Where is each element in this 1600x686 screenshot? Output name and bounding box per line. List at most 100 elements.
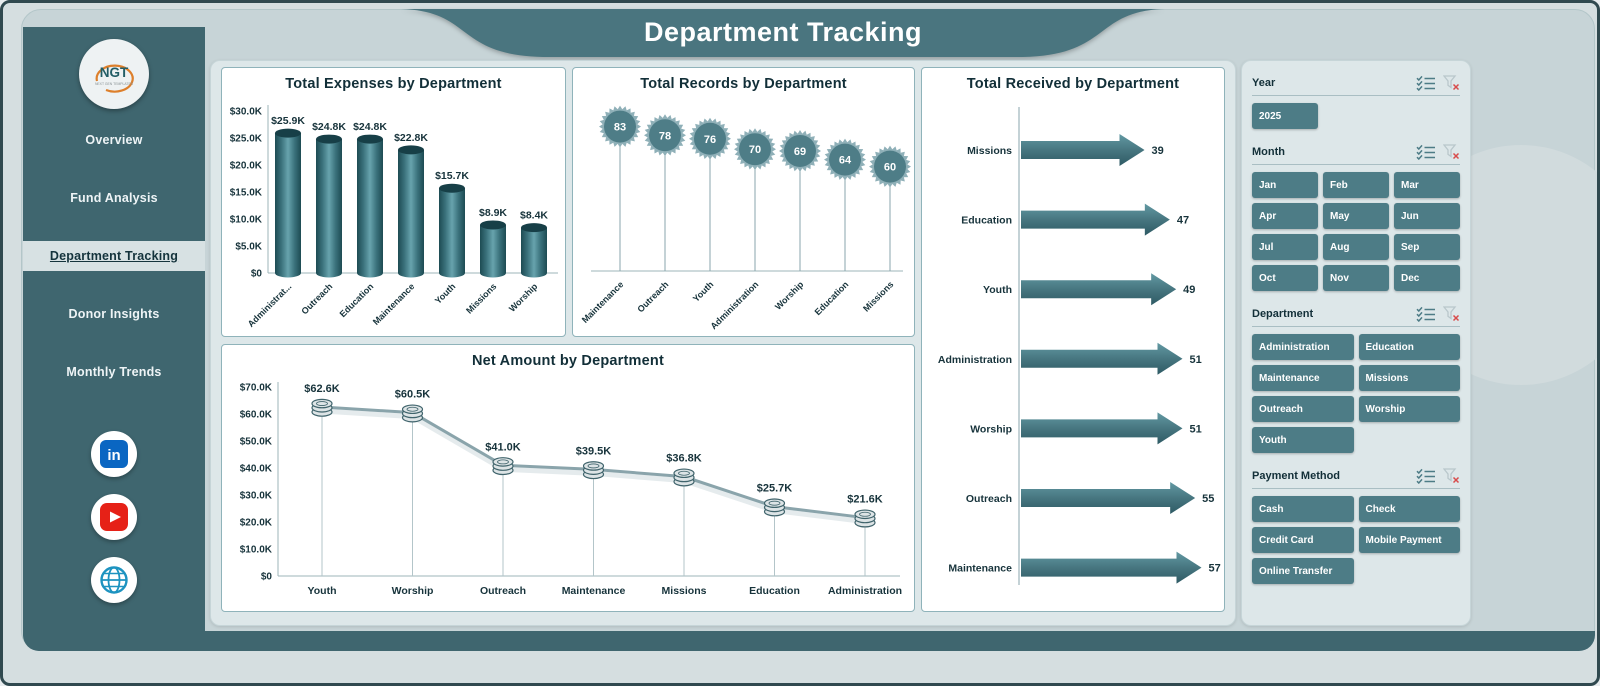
svg-text:Administration: Administration	[708, 279, 760, 331]
filter-month-option-jan[interactable]: Jan	[1252, 172, 1318, 198]
filter-payment-method-option-check[interactable]: Check	[1358, 496, 1460, 522]
filter-panel: Year 2025 Month Jan Feb Mar Apr May Jun Jul Aug Sep…	[1241, 60, 1471, 626]
card-net-amount: Net Amount by Department $70.0K $60.0K $50…	[221, 344, 915, 612]
filter-payment-method-option-credit-card[interactable]: Credit Card	[1252, 527, 1354, 553]
svg-text:Missions: Missions	[662, 585, 707, 597]
filter-department-option-administration[interactable]: Administration	[1252, 334, 1354, 360]
social-links: in	[91, 431, 137, 603]
logo-text: NGT	[100, 65, 129, 80]
website-link[interactable]	[91, 557, 137, 603]
clear-filter-icon[interactable]	[1443, 306, 1460, 322]
svg-text:47: 47	[1177, 215, 1189, 227]
svg-text:Maintenance: Maintenance	[562, 585, 626, 597]
sidebar-item-overview[interactable]: Overview	[85, 133, 143, 147]
svg-text:57: 57	[1209, 563, 1221, 575]
filter-month-option-jul[interactable]: Jul	[1252, 234, 1318, 260]
card-total-expenses: Total Expenses by Department $30.0K $25.0…	[221, 67, 566, 337]
select-all-icon[interactable]	[1416, 144, 1436, 160]
filter-month-option-sep[interactable]: Sep	[1394, 234, 1460, 260]
filter-month-option-nov[interactable]: Nov	[1323, 265, 1389, 291]
svg-text:Outreach: Outreach	[635, 279, 670, 314]
svg-text:$0: $0	[251, 269, 263, 280]
svg-text:$24.8K: $24.8K	[353, 121, 387, 133]
svg-text:$62.6K: $62.6K	[304, 383, 340, 395]
filter-month-option-mar[interactable]: Mar	[1394, 172, 1460, 198]
filter-payment-method-option-online-transfer[interactable]: Online Transfer	[1252, 558, 1354, 584]
svg-text:Youth: Youth	[691, 279, 716, 304]
filter-title-payment-method: Payment Method	[1252, 470, 1341, 482]
filter-month-option-feb[interactable]: Feb	[1323, 172, 1389, 198]
svg-text:51: 51	[1190, 423, 1202, 435]
filter-year-option-2025[interactable]: 2025	[1252, 103, 1318, 129]
linkedin-link[interactable]: in	[91, 431, 137, 477]
page-title: Department Tracking	[643, 17, 923, 47]
filter-department-option-youth[interactable]: Youth	[1252, 427, 1354, 453]
svg-text:$41.0K: $41.0K	[485, 441, 521, 453]
svg-text:83: 83	[614, 122, 626, 134]
filter-title-year: Year	[1252, 77, 1276, 89]
filter-department-option-maintenance[interactable]: Maintenance	[1252, 365, 1354, 391]
svg-text:$36.8K: $36.8K	[666, 453, 702, 465]
filter-department-option-worship[interactable]: Worship	[1358, 396, 1460, 422]
svg-text:Administration: Administration	[828, 585, 902, 597]
logo-subtext: NEXT GEN TEMPLATES	[95, 82, 134, 86]
filter-group-payment-method: Payment Method Cash Check Credit Card Mobile…	[1252, 466, 1460, 584]
clear-filter-icon[interactable]	[1443, 144, 1460, 160]
filter-department-option-education[interactable]: Education	[1358, 334, 1460, 360]
select-all-icon[interactable]	[1416, 306, 1436, 322]
svg-text:Worship: Worship	[507, 281, 540, 314]
sidebar: NGT NEXT GEN TEMPLATES Overview Fund Anal…	[23, 27, 205, 651]
svg-text:Maintenance: Maintenance	[580, 279, 626, 325]
filter-month-option-oct[interactable]: Oct	[1252, 265, 1318, 291]
svg-text:$40.0K: $40.0K	[240, 464, 273, 475]
filter-month-option-jun[interactable]: Jun	[1394, 203, 1460, 229]
filter-payment-method-option-mobile-payment[interactable]: Mobile Payment	[1358, 527, 1460, 553]
svg-text:$21.6K: $21.6K	[847, 494, 883, 506]
select-all-icon[interactable]	[1416, 468, 1436, 484]
filter-title-department: Department	[1252, 308, 1314, 320]
filter-month-option-apr[interactable]: Apr	[1252, 203, 1318, 229]
filter-department-option-outreach[interactable]: Outreach	[1252, 396, 1354, 422]
svg-text:in: in	[107, 447, 120, 464]
select-all-icon[interactable]	[1416, 75, 1436, 91]
svg-text:Worship: Worship	[392, 585, 434, 597]
svg-text:69: 69	[794, 146, 806, 158]
svg-text:49: 49	[1183, 284, 1195, 296]
svg-text:Education: Education	[961, 215, 1012, 227]
svg-text:$30.0K: $30.0K	[240, 491, 273, 502]
clear-filter-icon[interactable]	[1443, 75, 1460, 91]
logo: NGT NEXT GEN TEMPLATES	[79, 39, 149, 109]
clear-filter-icon[interactable]	[1443, 468, 1460, 484]
svg-text:Outreach: Outreach	[966, 493, 1012, 505]
svg-text:Missions: Missions	[967, 145, 1012, 157]
svg-text:Education: Education	[749, 585, 800, 597]
svg-text:$10.0K: $10.0K	[230, 215, 263, 226]
svg-text:Education: Education	[813, 279, 851, 317]
filter-month-option-aug[interactable]: Aug	[1323, 234, 1389, 260]
svg-text:$0: $0	[261, 572, 273, 583]
bottom-bar	[23, 631, 1595, 651]
svg-text:60: 60	[884, 162, 896, 174]
filter-month-option-dec[interactable]: Dec	[1394, 265, 1460, 291]
filter-group-month: Month Jan Feb Mar Apr May Jun Jul Aug Sep Oct Nov De…	[1252, 142, 1460, 291]
svg-text:$30.0K: $30.0K	[230, 107, 263, 118]
svg-text:$15.0K: $15.0K	[230, 188, 263, 199]
globe-icon	[100, 566, 128, 594]
svg-text:Youth: Youth	[433, 281, 458, 306]
sidebar-item-department-tracking[interactable]: Department Tracking	[23, 241, 205, 271]
sidebar-item-monthly-trends[interactable]: Monthly Trends	[66, 365, 162, 379]
youtube-link[interactable]	[91, 494, 137, 540]
youtube-icon	[100, 503, 128, 531]
filter-month-option-may[interactable]: May	[1323, 203, 1389, 229]
chart-title-net: Net Amount by Department	[472, 353, 664, 369]
svg-text:$70.0K: $70.0K	[240, 383, 273, 394]
svg-text:78: 78	[659, 130, 671, 142]
filter-department-option-missions[interactable]: Missions	[1358, 365, 1460, 391]
filter-payment-method-option-cash[interactable]: Cash	[1252, 496, 1354, 522]
filter-group-year: Year 2025	[1252, 73, 1460, 129]
sidebar-item-donor-insights[interactable]: Donor Insights	[68, 307, 160, 321]
sidebar-item-fund-analysis[interactable]: Fund Analysis	[70, 191, 158, 205]
svg-text:$60.0K: $60.0K	[240, 410, 273, 421]
svg-text:Outreach: Outreach	[480, 585, 526, 597]
svg-text:Administrat...: Administrat...	[246, 281, 294, 329]
